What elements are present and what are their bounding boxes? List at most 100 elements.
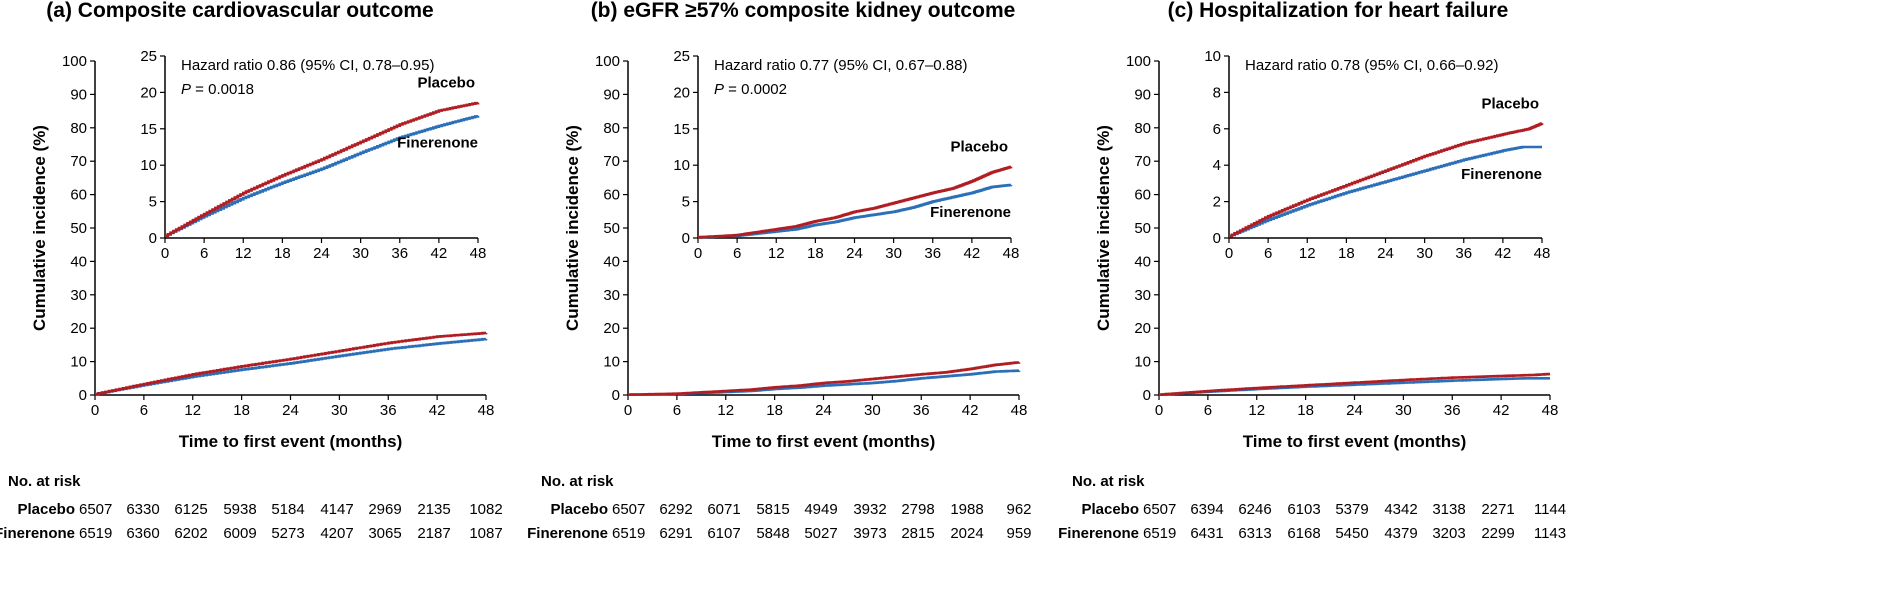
risk-cell: 6107: [707, 525, 740, 542]
inset-x-tick-label: 30: [1416, 245, 1433, 262]
risk-table-header: No. at risk: [1072, 473, 1145, 490]
x-tick-label: 42: [1493, 402, 1510, 419]
inset-y-tick-label: 4: [1213, 157, 1221, 174]
x-tick-label: 48: [1011, 402, 1028, 419]
x-tick-label: 42: [429, 402, 446, 419]
risk-cell: 2815: [901, 525, 934, 542]
inset-label-placebo: Placebo: [1481, 95, 1539, 112]
risk-cell: 6071: [707, 501, 740, 518]
risk-cell: 5027: [804, 525, 837, 542]
inset-y-tick-label: 6: [1213, 121, 1221, 138]
risk-cell: 2299: [1481, 525, 1514, 542]
x-tick-label: 6: [1204, 402, 1212, 419]
inset-x-tick-label: 48: [1003, 245, 1020, 262]
risk-cell: 1144: [1534, 501, 1566, 518]
inset-x-tick-label: 12: [768, 245, 785, 262]
y-tick-label: 70: [1134, 153, 1151, 170]
risk-table-header: No. at risk: [541, 473, 614, 490]
x-tick-label: 12: [717, 402, 734, 419]
risk-cell: 6103: [1287, 501, 1320, 518]
risk-cell: 2135: [417, 501, 450, 518]
x-tick-label: 6: [140, 402, 148, 419]
risk-cell: 4147: [320, 501, 353, 518]
inset-x-tick-label: 6: [733, 245, 741, 262]
x-axis-label: Time to first event (months): [1243, 432, 1467, 451]
inset-y-tick-label: 10: [140, 157, 157, 174]
risk-cell: 5815: [756, 501, 789, 518]
risk-cell: 6394: [1190, 501, 1223, 518]
risk-cell: 3973: [853, 525, 886, 542]
inset-x-tick-label: 6: [1264, 245, 1272, 262]
inset-x-tick-label: 30: [352, 245, 369, 262]
x-tick-label: 0: [1155, 402, 1163, 419]
risk-cell: 3203: [1432, 525, 1465, 542]
risk-cell: 5848: [756, 525, 789, 542]
x-tick-label: 42: [962, 402, 979, 419]
risk-cell: 962: [1006, 501, 1031, 518]
y-tick-label: 0: [1143, 387, 1151, 404]
y-tick-label: 30: [1134, 287, 1151, 304]
inset-x-tick-label: 0: [161, 245, 169, 262]
x-tick-label: 48: [478, 402, 495, 419]
y-tick-label: 40: [1134, 253, 1151, 270]
hazard-ratio: Hazard ratio 0.86 (95% CI, 0.78–0.95): [181, 57, 434, 74]
main-line-placebo: [95, 331, 488, 396]
inset-line-placebo: [165, 101, 480, 238]
risk-cell: 6313: [1238, 525, 1271, 542]
inset-y-tick-label: 0: [1213, 230, 1221, 247]
risk-cell: 6507: [1143, 501, 1176, 518]
inset-y-tick-label: 20: [140, 84, 157, 101]
inset-x-tick-label: 36: [391, 245, 408, 262]
inset-y-tick-label: 0: [682, 230, 690, 247]
y-tick-label: 20: [70, 320, 87, 337]
x-tick-label: 30: [864, 402, 881, 419]
inset-x-tick-label: 0: [1225, 245, 1233, 262]
risk-cell: 1082: [469, 501, 502, 518]
y-tick-label: 70: [70, 153, 87, 170]
main-line-finerenone: [95, 337, 488, 396]
x-tick-label: 24: [282, 402, 299, 419]
y-tick-label: 50: [1134, 220, 1151, 237]
y-tick-label: 60: [70, 187, 87, 204]
risk-cell: 6519: [612, 525, 645, 542]
x-tick-label: 24: [815, 402, 832, 419]
panel-title: (c) Hospitalization for heart failure: [1168, 0, 1509, 22]
panel-3: (c) Hospitalization for heart failure 0 10…: [1058, 0, 1566, 542]
risk-cell: 6246: [1238, 501, 1271, 518]
risk-cell: 5938: [223, 501, 256, 518]
main-line-placebo: [628, 361, 1021, 396]
inset-x-tick-label: 12: [235, 245, 252, 262]
risk-cell: 6125: [174, 501, 207, 518]
inset-x-tick-label: 12: [1299, 245, 1316, 262]
x-tick-label: 0: [624, 402, 632, 419]
x-tick-label: 18: [1297, 402, 1314, 419]
inset-y-tick-label: 5: [149, 194, 157, 211]
risk-cell: 2271: [1481, 501, 1514, 518]
inset-y-tick-label: 0: [149, 230, 157, 247]
main-line-placebo: [1159, 372, 1551, 396]
y-axis-label: Cumulative incidence (%): [1094, 125, 1113, 331]
y-tick-label: 80: [70, 120, 87, 137]
y-tick-label: 70: [603, 153, 620, 170]
inset-y-tick-label: 8: [1213, 84, 1221, 101]
x-axis-label: Time to first event (months): [712, 432, 936, 451]
risk-cell: 6202: [174, 525, 207, 542]
risk-cell: 3138: [1432, 501, 1465, 518]
inset-y-tick-label: 15: [140, 121, 157, 138]
risk-cell: 6507: [612, 501, 645, 518]
y-tick-label: 50: [603, 220, 620, 237]
inset-x-tick-label: 24: [313, 245, 330, 262]
y-axis-label: Cumulative incidence (%): [30, 125, 49, 331]
risk-cell: 5379: [1335, 501, 1368, 518]
y-tick-label: 90: [603, 86, 620, 103]
inset-label-finerenone: Finerenone: [930, 204, 1011, 221]
y-tick-label: 0: [612, 387, 620, 404]
risk-row-label: Placebo: [17, 501, 75, 518]
x-axis-label: Time to first event (months): [179, 432, 403, 451]
risk-cell: 6507: [79, 501, 112, 518]
inset-y-tick-label: 2: [1213, 194, 1221, 211]
inset-x-tick-label: 18: [1338, 245, 1355, 262]
hazard-ratio: Hazard ratio 0.77 (95% CI, 0.67–0.88): [714, 57, 967, 74]
inset-y-tick-label: 5: [682, 194, 690, 211]
